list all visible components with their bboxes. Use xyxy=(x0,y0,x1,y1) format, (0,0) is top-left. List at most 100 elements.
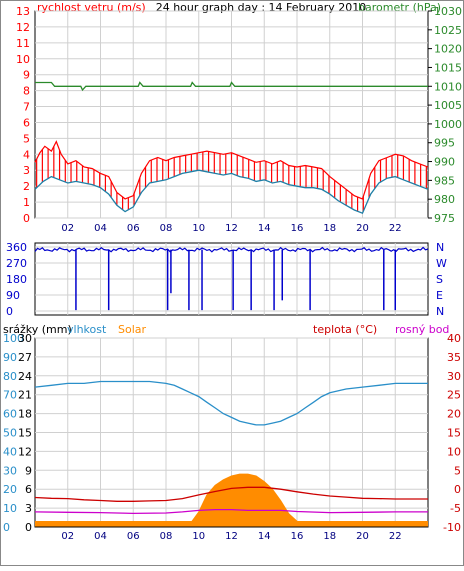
time-tick-label: 14 xyxy=(258,223,271,234)
rain-tick-label: 15 xyxy=(18,427,32,440)
direction-tick-label: 90 xyxy=(6,289,20,302)
humidity-tick-label: 80 xyxy=(3,370,17,383)
pressure-tick-label: 990 xyxy=(434,156,455,169)
direction-tick-label: 0 xyxy=(6,305,13,318)
time-tick-label: 10 xyxy=(192,223,205,234)
rain-tick-label: 24 xyxy=(18,370,32,383)
direction-tick-label: 360 xyxy=(6,241,27,254)
pressure-tick-label: 980 xyxy=(434,193,455,206)
time-tick-label: 04 xyxy=(94,223,107,234)
wind-tick-label: 4 xyxy=(23,148,30,161)
wind-tick-label: 1 xyxy=(23,196,30,209)
rain-tick-label: 12 xyxy=(18,445,32,458)
time-tick-label: 10 xyxy=(192,531,205,542)
humidity-tick-label: 50 xyxy=(3,427,17,440)
time-tick-label: 20 xyxy=(356,223,369,234)
series-humidity xyxy=(34,380,428,426)
chart-title: 24 hour graph day : 14 February 2010 xyxy=(156,1,367,14)
pressure-tick-label: 985 xyxy=(434,174,455,187)
humidity-tick-label: 90 xyxy=(3,351,17,364)
pressure-tick-label: 975 xyxy=(434,212,455,225)
legend-temperature: teplota (°C) xyxy=(313,323,377,336)
time-tick-label: 22 xyxy=(389,223,402,234)
time-tick-label: 02 xyxy=(61,531,74,542)
humidity-tick-label: 60 xyxy=(3,408,17,421)
time-tick-label: 06 xyxy=(127,223,140,234)
time-tick-label: 14 xyxy=(258,531,271,542)
legend-dewpoint: rosný bod xyxy=(395,323,449,336)
wind-tick-label: 10 xyxy=(16,53,30,66)
time-tick-label: 18 xyxy=(323,531,336,542)
wind-tick-label: 3 xyxy=(23,164,30,177)
pressure-tick-label: 1020 xyxy=(434,43,462,56)
pressure-tick-label: 1005 xyxy=(434,99,462,112)
temperature-tick-label: -10 xyxy=(443,521,461,534)
wind-tick-label: 9 xyxy=(23,69,30,82)
wind-tick-label: 11 xyxy=(16,37,30,50)
rain-tick-label: 0 xyxy=(25,521,32,534)
legend-humidity: vlhkost xyxy=(67,323,107,336)
temperature-tick-label: 5 xyxy=(454,464,461,477)
temperature-tick-label: 15 xyxy=(447,427,461,440)
time-tick-label: 02 xyxy=(61,223,74,234)
temperature-tick-label: 35 xyxy=(447,351,461,364)
pressure-tick-label: 1030 xyxy=(434,5,462,18)
series-dewpoint xyxy=(34,508,428,515)
wind-tick-label: 7 xyxy=(23,101,30,114)
time-tick-label: 22 xyxy=(389,531,402,542)
wind-pressure-panel: rychlost vetru (m/s) 24 hour graph day :… xyxy=(16,1,462,234)
compass-tick-label: N xyxy=(436,305,444,318)
temperature-tick-label: 10 xyxy=(447,445,461,458)
compass-tick-label: N xyxy=(436,241,444,254)
legend-solar: Solar xyxy=(118,323,147,336)
series-pressure xyxy=(35,81,428,92)
temperature-tick-label: 25 xyxy=(447,389,461,402)
humidity-tick-label: 0 xyxy=(3,521,10,534)
series-temperature xyxy=(34,486,428,502)
wind-axis-label: rychlost vetru (m/s) xyxy=(37,1,146,14)
direction-tick-label: 180 xyxy=(6,273,27,286)
humidity-tick-label: 20 xyxy=(3,483,17,496)
wind-tick-label: 13 xyxy=(16,5,30,18)
series-wind-direction xyxy=(34,246,429,253)
pressure-axis-label: barometr (hPa) xyxy=(358,1,441,14)
wind-tick-label: 5 xyxy=(23,132,30,145)
humidity-tick-label: 30 xyxy=(3,464,17,477)
wind-tick-label: 2 xyxy=(23,180,30,193)
rain-tick-label: 21 xyxy=(18,389,32,402)
temperature-tick-label: 40 xyxy=(447,332,461,345)
time-tick-label: 18 xyxy=(323,223,336,234)
legend-rain: srážky (mm) xyxy=(3,323,72,336)
pressure-tick-label: 1015 xyxy=(434,61,462,74)
time-tick-label: 08 xyxy=(160,531,173,542)
temperature-tick-label: -5 xyxy=(450,502,461,515)
time-tick-label: 06 xyxy=(127,531,140,542)
series-solar xyxy=(35,473,428,528)
time-tick-label: 12 xyxy=(225,531,238,542)
wind-tick-label: 0 xyxy=(23,212,30,225)
rain-humidity-solar-temp-panel: srážky (mm) vlhkost Solar teplota (°C) r… xyxy=(3,323,461,542)
humidity-tick-label: 100 xyxy=(3,332,24,345)
time-tick-label: 16 xyxy=(291,223,304,234)
humidity-tick-label: 70 xyxy=(3,389,17,402)
compass-tick-label: S xyxy=(436,273,443,286)
temperature-tick-label: 0 xyxy=(454,483,461,496)
temperature-tick-label: 30 xyxy=(447,370,461,383)
humidity-tick-label: 40 xyxy=(3,445,17,458)
rain-tick-label: 6 xyxy=(25,483,32,496)
pressure-tick-label: 1025 xyxy=(434,24,462,37)
rain-tick-label: 30 xyxy=(18,332,32,345)
rain-tick-label: 18 xyxy=(18,408,32,421)
compass-tick-label: E xyxy=(436,289,443,302)
rain-tick-label: 27 xyxy=(18,351,32,364)
wind-tick-label: 6 xyxy=(23,116,30,129)
time-tick-label: 08 xyxy=(160,223,173,234)
time-tick-label: 12 xyxy=(225,223,238,234)
temperature-tick-label: 20 xyxy=(447,408,461,421)
time-tick-label: 16 xyxy=(291,531,304,542)
compass-tick-label: W xyxy=(436,257,447,270)
series-wind-avg xyxy=(34,169,429,215)
